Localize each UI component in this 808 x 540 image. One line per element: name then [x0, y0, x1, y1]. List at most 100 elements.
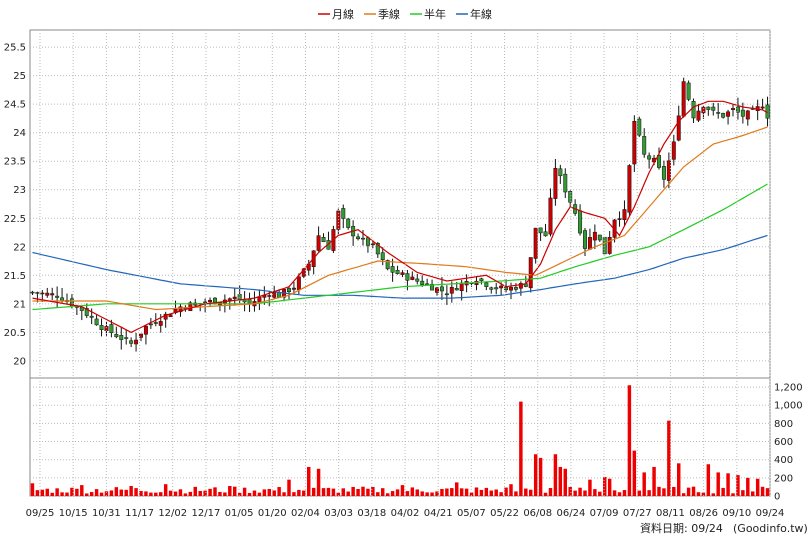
candle-up: [587, 237, 592, 250]
volume-bar: [558, 466, 563, 496]
volume-bar: [366, 488, 370, 496]
volume-bar: [198, 490, 202, 496]
price-tick-label: 20.5: [4, 328, 26, 339]
candle-up: [50, 293, 55, 296]
volume-bar: [514, 491, 518, 496]
x-axis: 09/25 10/15 10/31 11/17 12/02 12/17 01/05 01/20…: [26, 30, 784, 519]
candle-up: [143, 325, 148, 335]
volume-bar: [711, 493, 715, 496]
volume-bar: [213, 487, 217, 496]
volume-bar: [548, 488, 553, 496]
candle-down: [390, 266, 395, 273]
candle-down: [494, 287, 499, 290]
volume-bar: [543, 492, 548, 496]
candle-up: [40, 292, 45, 295]
candle-down: [479, 278, 484, 282]
volume-bar: [469, 492, 474, 496]
x-tick-label: 10/31: [92, 508, 121, 519]
data-date-label: 資料日期: 09/24: [640, 521, 723, 535]
candle-down: [489, 287, 494, 290]
candle-down: [380, 252, 385, 261]
candle-down: [405, 273, 410, 281]
volume-bar: [395, 489, 400, 496]
x-tick-label: 05/07: [457, 508, 486, 519]
candle-up: [316, 235, 321, 251]
volume-bar: [731, 493, 735, 496]
volume-tick-label: 1,200: [774, 383, 803, 394]
volume-bar: [188, 491, 193, 496]
x-tick-label: 08/26: [689, 508, 718, 519]
volume-bar: [94, 489, 99, 496]
candle-down: [84, 308, 89, 316]
candle-down: [356, 236, 361, 240]
volume-bar: [706, 464, 711, 496]
ma-quarter-line: [32, 126, 768, 311]
candle-down: [568, 191, 573, 203]
volume-bar: [455, 482, 459, 496]
volume-bar: [109, 490, 114, 496]
volume-bar: [257, 492, 262, 496]
volume-bar: [129, 486, 133, 496]
x-tick-label: 05/22: [490, 508, 519, 519]
candle-down: [686, 82, 691, 100]
volume-bar: [336, 492, 341, 496]
volume-bar: [252, 490, 257, 496]
candle-down: [55, 295, 60, 298]
x-tick-label: 07/27: [623, 508, 652, 519]
volume-bar: [35, 490, 40, 496]
candle-down: [740, 109, 745, 117]
volume-panel: 0 200 400 600 800 1,000 1,200: [29, 377, 803, 503]
volume-bar: [316, 468, 321, 496]
volume-bar: [652, 466, 656, 496]
volume-bar: [104, 491, 109, 496]
candle-down: [716, 112, 721, 114]
candle-down: [124, 337, 129, 339]
volume-bar: [341, 488, 345, 496]
volume-tick-label: 600: [774, 437, 793, 448]
volume-bar: [228, 486, 232, 496]
volume-bar: [657, 486, 661, 496]
x-tick-label: 12/02: [158, 508, 187, 519]
volume-bar: [99, 492, 104, 496]
legend-label: 月線: [332, 7, 354, 21]
volume-bar: [267, 488, 271, 496]
volume-bar: [662, 488, 666, 496]
candle-down: [439, 286, 444, 292]
volume-bar: [124, 489, 128, 496]
volume-tick-label: 200: [774, 473, 793, 484]
volume-bar: [430, 492, 434, 496]
candle-down: [321, 237, 326, 242]
candle-up: [134, 339, 139, 345]
volume-bar: [415, 489, 419, 496]
volume-bar: [297, 489, 301, 496]
volume-bar: [450, 488, 454, 496]
volume-bar: [435, 491, 439, 496]
volume-bar: [598, 491, 602, 496]
volume-bar: [667, 420, 671, 496]
price-tick-label: 22.5: [4, 214, 26, 225]
candle-down: [341, 208, 346, 219]
volume-bar: [193, 486, 197, 496]
volume-bar: [607, 478, 612, 496]
volume-bar: [119, 489, 123, 496]
volume-bar: [464, 488, 469, 496]
volume-bar: [681, 493, 686, 496]
candle-up: [291, 287, 296, 290]
volume-bar: [50, 492, 54, 496]
volume-bar: [484, 487, 489, 496]
candle-down: [346, 218, 351, 228]
volume-bar: [139, 491, 143, 496]
volume-bar: [247, 492, 252, 496]
candle-up: [257, 296, 262, 303]
candle-down: [637, 118, 642, 136]
candle-up: [449, 286, 454, 294]
candle-down: [109, 324, 114, 334]
volume-bar: [302, 490, 306, 496]
candle-up: [158, 321, 163, 326]
candle-down: [415, 278, 420, 282]
volume-bar: [588, 479, 592, 496]
candle-down: [420, 280, 425, 285]
volume-tick-label: 400: [774, 455, 793, 466]
candle-down: [735, 106, 740, 113]
volume-bar: [321, 488, 326, 496]
